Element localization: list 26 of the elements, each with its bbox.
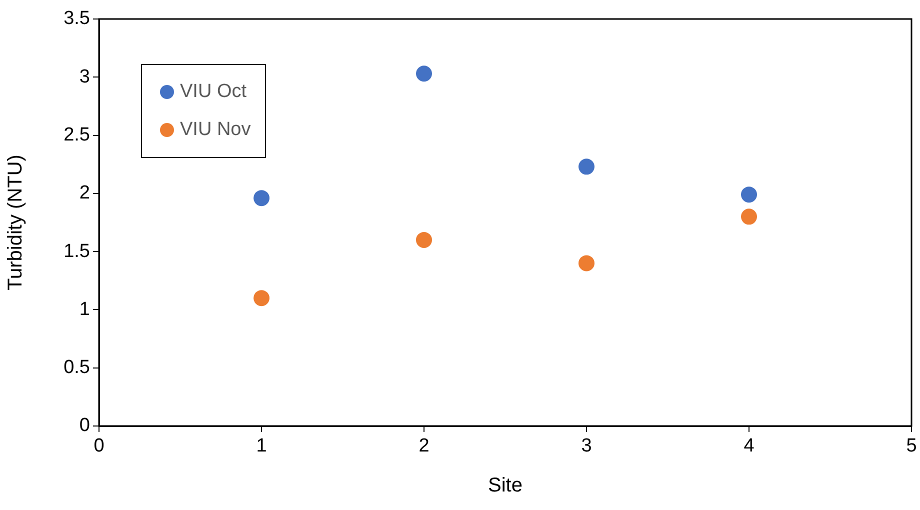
point: [254, 290, 270, 306]
x-tick-label: 3: [581, 436, 592, 457]
point: [741, 186, 757, 203]
y-tick-label: 3: [79, 66, 90, 88]
point: [578, 158, 594, 175]
y-tick-label: 1.5: [64, 240, 90, 262]
y-tick-label: 2: [79, 182, 90, 204]
point: [741, 208, 757, 225]
x-tick-label: 5: [906, 436, 917, 457]
point: [416, 66, 432, 82]
y-axis-title: Turbidity (NTU): [4, 154, 27, 290]
legend-label: VIU Oct: [180, 81, 247, 103]
x-tick-label: 4: [744, 436, 755, 457]
y-tick-label: 0: [79, 415, 90, 436]
point: [254, 190, 270, 206]
point: [416, 232, 432, 248]
y-tick-label: 3.5: [64, 8, 90, 30]
x-axis-title: Site: [488, 474, 522, 497]
y-tick-label: 0.5: [64, 357, 90, 378]
y-tick-label: 2.5: [64, 124, 90, 146]
x-tick-label: 1: [256, 436, 267, 457]
point: [578, 255, 594, 272]
legend-label: VIU Nov: [180, 119, 251, 141]
x-tick-label: 2: [418, 436, 430, 457]
x-tick-label: 0: [94, 436, 104, 457]
y-tick-label: 1: [79, 298, 90, 320]
